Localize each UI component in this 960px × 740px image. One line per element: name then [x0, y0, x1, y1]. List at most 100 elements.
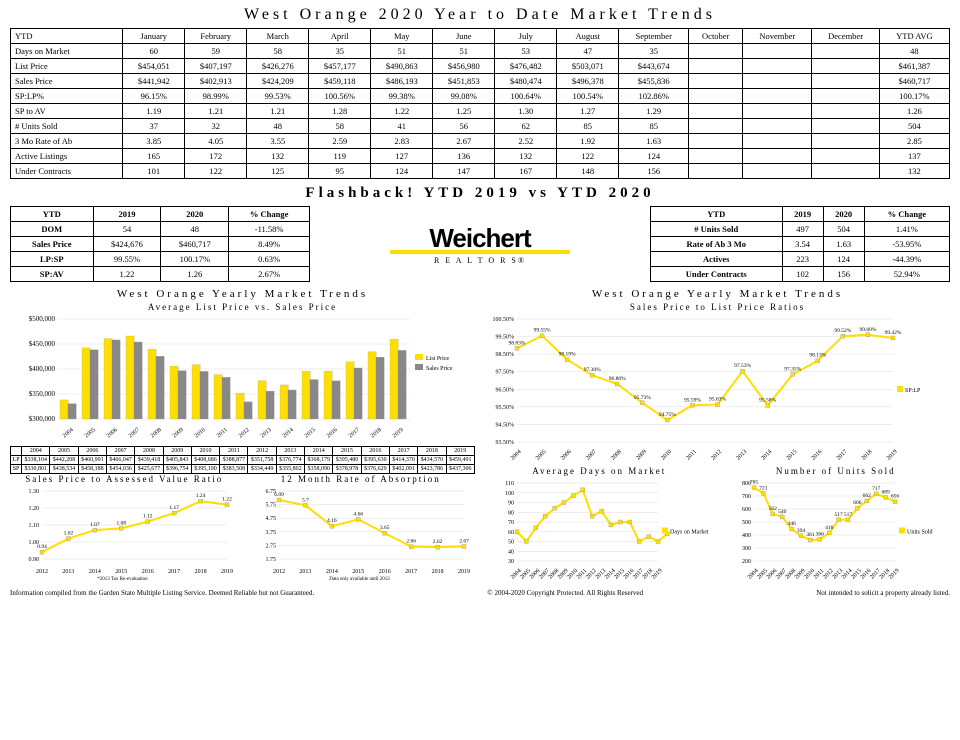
svg-text:1.02: 1.02: [64, 531, 74, 537]
svg-text:90: 90: [508, 501, 514, 507]
svg-text:2008: 2008: [150, 427, 163, 439]
cell: 124: [619, 149, 689, 164]
cell: 60: [123, 44, 185, 59]
svg-text:2019: 2019: [221, 569, 233, 575]
col-header: July: [495, 29, 557, 44]
cell: [812, 89, 879, 104]
svg-text:50: 50: [508, 540, 514, 546]
svg-text:1.17: 1.17: [169, 505, 179, 511]
svg-text:2016: 2016: [326, 427, 339, 439]
cell: 1.30: [495, 104, 557, 119]
svg-text:95.63%: 95.63%: [709, 397, 726, 403]
cell: $402,913: [185, 74, 247, 89]
svg-text:717: 717: [872, 486, 881, 492]
cell: Under Contracts: [11, 164, 123, 179]
svg-text:2015: 2015: [304, 427, 317, 439]
main-table: YTDJanuaryFebruaryMarchAprilMayJuneJulyA…: [10, 28, 950, 179]
svg-text:2010: 2010: [194, 427, 207, 439]
cell: 3.55: [247, 134, 309, 149]
cell: 58: [309, 119, 371, 134]
svg-text:1.22: 1.22: [222, 497, 232, 503]
svg-text:97.30%: 97.30%: [584, 367, 601, 373]
svg-text:2005: 2005: [84, 427, 97, 439]
col-header: February: [185, 29, 247, 44]
cell: 35: [309, 44, 371, 59]
svg-text:98.83%: 98.83%: [509, 340, 526, 346]
svg-text:95.59%: 95.59%: [684, 397, 701, 403]
cell: [743, 134, 812, 149]
col-header: January: [123, 29, 185, 44]
svg-text:*2013 Tax Re-evaluation: *2013 Tax Re-evaluation: [97, 577, 148, 581]
svg-text:2014: 2014: [761, 449, 774, 462]
splp-sub: Sales Price to List Price Ratios: [485, 302, 950, 312]
svg-text:SP:LP: SP:LP: [905, 388, 921, 394]
dom-title: Average Days on Market: [485, 466, 714, 476]
cell: 156: [619, 164, 689, 179]
svg-text:95.73%: 95.73%: [634, 395, 651, 401]
bar-chart: $300,000$350,000$400,000$450,000$500,000…: [10, 314, 475, 446]
svg-text:2005: 2005: [535, 449, 548, 462]
col-header: October: [689, 29, 743, 44]
cell: 2.52: [495, 134, 557, 149]
flashback-row: YTD20192020% ChangeDOM5448-11.58%Sales P…: [10, 206, 950, 282]
svg-text:4.75: 4.75: [265, 516, 276, 522]
bar-data-table: 2004200520062007200820092010201120122013…: [10, 446, 475, 474]
weichert-logo: Weichert R E A L T O R S®: [318, 206, 642, 282]
svg-text:1.75: 1.75: [265, 557, 276, 563]
svg-text:689: 689: [881, 489, 890, 495]
cell: $455,836: [619, 74, 689, 89]
cell: 122: [185, 164, 247, 179]
cell: 100.54%: [557, 89, 619, 104]
svg-text:500: 500: [742, 520, 751, 526]
svg-text:540: 540: [778, 509, 787, 515]
cell: $480,474: [495, 74, 557, 89]
units-title: Number of Units Sold: [722, 466, 951, 476]
svg-text:2017: 2017: [168, 569, 180, 575]
svg-text:1.20: 1.20: [29, 506, 40, 512]
cell: 1.27: [557, 104, 619, 119]
svg-text:5.75: 5.75: [265, 503, 276, 509]
svg-text:100.50%: 100.50%: [493, 317, 515, 323]
cell: 125: [247, 164, 309, 179]
cell: 85: [619, 119, 689, 134]
svg-text:562: 562: [768, 506, 777, 512]
svg-text:3.75: 3.75: [265, 530, 276, 536]
svg-text:93.50%: 93.50%: [496, 440, 515, 446]
cell: [743, 59, 812, 74]
svg-text:2006: 2006: [560, 449, 573, 462]
splp-chart: 93.50%94.50%95.50%96.50%97.50%98.50%99.5…: [485, 314, 950, 466]
svg-text:2012: 2012: [273, 569, 285, 575]
svg-text:96.50%: 96.50%: [496, 387, 515, 393]
svg-text:517: 517: [834, 512, 843, 518]
cell: SP to AV: [11, 104, 123, 119]
svg-text:600: 600: [742, 507, 751, 513]
cell: 99.08%: [433, 89, 495, 104]
cell: # Units Sold: [11, 119, 123, 134]
svg-text:400: 400: [742, 533, 751, 539]
svg-text:1.30: 1.30: [29, 489, 40, 495]
cell: $486,193: [371, 74, 433, 89]
svg-text:2019: 2019: [651, 568, 664, 581]
cell: 1.26: [879, 104, 949, 119]
cell: 122: [557, 149, 619, 164]
units-chart: 2003004005006007008007657215625404463943…: [722, 478, 951, 585]
svg-text:40: 40: [508, 549, 514, 555]
svg-text:366: 366: [815, 531, 824, 537]
cell: $424,209: [247, 74, 309, 89]
col-header: April: [309, 29, 371, 44]
svg-text:2004: 2004: [62, 427, 75, 439]
cell: 102.86%: [619, 89, 689, 104]
svg-text:98.19%: 98.19%: [559, 352, 576, 358]
cell: 1.28: [309, 104, 371, 119]
cell: 2.83: [371, 134, 433, 149]
cell: 165: [123, 149, 185, 164]
cell: 1.92: [557, 134, 619, 149]
dom-chart: 3040506070809010011020042005200620072008…: [485, 478, 714, 585]
svg-text:2012: 2012: [36, 569, 48, 575]
svg-text:2015: 2015: [115, 569, 127, 575]
cell: List Price: [11, 59, 123, 74]
svg-text:Days on Market: Days on Market: [670, 530, 709, 536]
cell: 98.99%: [185, 89, 247, 104]
svg-text:6.09: 6.09: [274, 492, 284, 498]
svg-text:2019: 2019: [458, 569, 470, 575]
